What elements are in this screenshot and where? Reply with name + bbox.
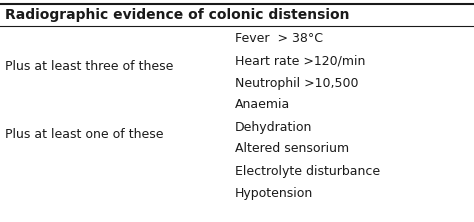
- Text: Dehydration: Dehydration: [235, 121, 312, 133]
- Text: Fever  > 38°C: Fever > 38°C: [235, 32, 323, 46]
- Text: Electrolyte disturbance: Electrolyte disturbance: [235, 165, 380, 178]
- Text: Plus at least three of these: Plus at least three of these: [5, 61, 173, 73]
- Text: Hypotension: Hypotension: [235, 186, 313, 200]
- Text: Plus at least one of these: Plus at least one of these: [5, 127, 164, 141]
- Text: Altered sensorium: Altered sensorium: [235, 143, 349, 155]
- Text: Anaemia: Anaemia: [235, 99, 290, 111]
- Text: Radiographic evidence of colonic distension: Radiographic evidence of colonic distens…: [5, 8, 349, 22]
- Text: Neutrophil >10,500: Neutrophil >10,500: [235, 77, 358, 89]
- Text: Heart rate >120/min: Heart rate >120/min: [235, 54, 365, 67]
